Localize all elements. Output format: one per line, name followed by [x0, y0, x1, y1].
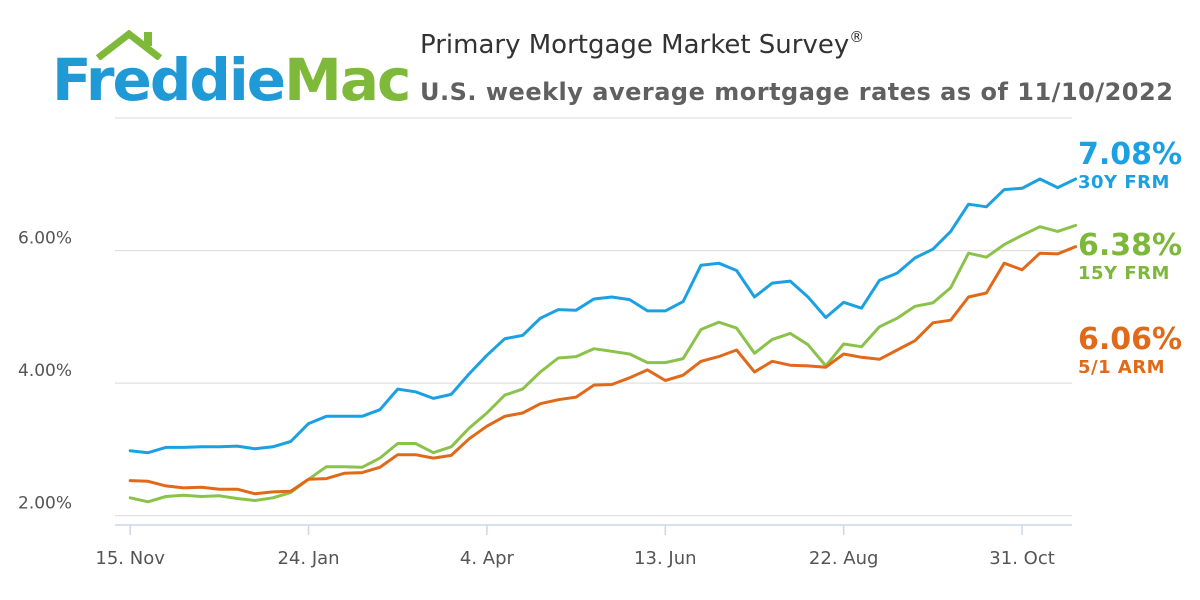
legend-5-1-arm-value: 6.06% [1078, 322, 1183, 357]
chart-title: Primary Mortgage Market Survey® [420, 28, 865, 60]
logo-mac: Mac [284, 46, 411, 114]
house-roof-icon [95, 30, 163, 60]
y-tick-label: 2.00% [18, 494, 72, 514]
y-axis-labels: 2.00% 4.00% 6.00% [18, 229, 72, 514]
x-tick-label: 22. Aug [809, 548, 879, 569]
axes [115, 524, 1072, 535]
series-line-15y-frm [128, 223, 1078, 504]
x-tick-label: 4. Apr [460, 548, 515, 569]
registered-mark: ® [849, 28, 865, 46]
legend-15y-frm-value: 6.38% [1078, 228, 1183, 263]
chart-subtitle: U.S. weekly average mortgage rates as of… [420, 78, 1174, 106]
legend-30y-frm-name: 30Y FRM [1078, 172, 1170, 193]
logo-freddie: Freddie [52, 46, 286, 114]
legend-15y-frm: 6.38% 15Y FRM [1078, 229, 1182, 285]
y-tick-label: 4.00% [18, 361, 72, 381]
logo-wordmark: FreddieMac [52, 40, 411, 120]
chart-title-text: Primary Mortgage Market Survey [420, 30, 850, 60]
series-lines [128, 177, 1078, 504]
y-tick-label: 6.00% [18, 229, 72, 249]
series-line-5-1-arm [128, 245, 1078, 496]
x-tick-label: 31. Oct [989, 548, 1054, 569]
x-tick-label: 15. Nov [95, 548, 165, 569]
grid-lines [115, 117, 1072, 517]
legend-5-1-arm-name: 5/1 ARM [1078, 357, 1166, 378]
legend-15y-frm-name: 15Y FRM [1078, 263, 1170, 284]
x-tick-label: 24. Jan [277, 548, 339, 569]
series-line-30y-frm [128, 177, 1078, 455]
x-tick-label: 13. Jun [634, 548, 696, 569]
freddie-mac-logo: FreddieMac [22, 18, 411, 114]
legend-5-1-arm: 6.06% 5/1 ARM [1078, 323, 1182, 379]
legend-30y-frm-value: 7.08% [1078, 137, 1183, 172]
x-axis-labels: 15. Nov 24. Jan 4. Apr 13. Jun 22. Aug 31. Oc… [95, 548, 1054, 569]
legend-30y-frm: 7.08% 30Y FRM [1078, 138, 1182, 194]
